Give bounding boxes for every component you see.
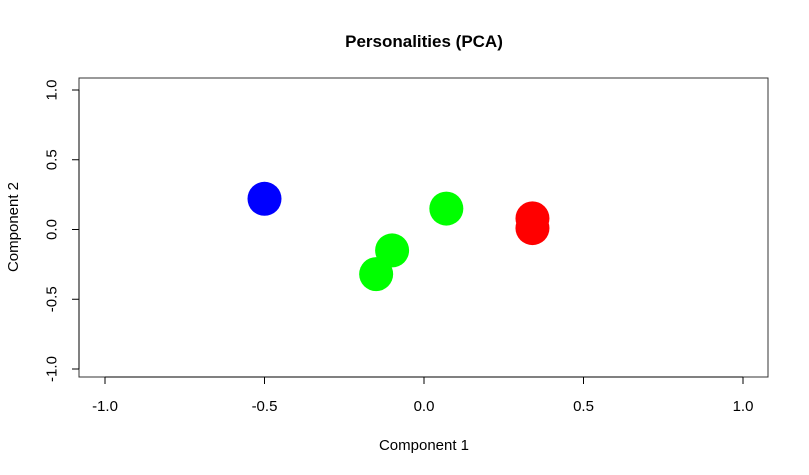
- x-axis-label: Component 1: [379, 437, 469, 454]
- x-tick-label: 0.0: [414, 398, 435, 415]
- plot-area: [78, 77, 769, 378]
- data-point: [247, 181, 282, 216]
- y-tick-label: 0.5: [44, 149, 61, 170]
- chart-title: Personalities (PCA): [345, 32, 503, 51]
- y-tick-label: 1.0: [44, 80, 61, 101]
- x-tick-label: -0.5: [252, 398, 278, 415]
- x-tick-label: 0.5: [573, 398, 594, 415]
- y-tick-label: -0.5: [44, 286, 61, 312]
- y-tick-label: 0.0: [44, 219, 61, 240]
- y-tick-label: -1.0: [44, 356, 61, 382]
- x-tick-label: 1.0: [733, 398, 754, 415]
- data-points: [247, 181, 550, 292]
- data-point: [359, 257, 394, 292]
- data-point: [515, 211, 550, 246]
- x-axis: -1.0 -0.5 0.0 0.5 1.0: [92, 376, 754, 415]
- data-point: [429, 191, 464, 226]
- x-tick-label: -1.0: [92, 398, 118, 415]
- y-axis: -1.0 -0.5 0.0 0.5 1.0: [44, 80, 80, 382]
- y-axis-label: Component 2: [5, 182, 22, 272]
